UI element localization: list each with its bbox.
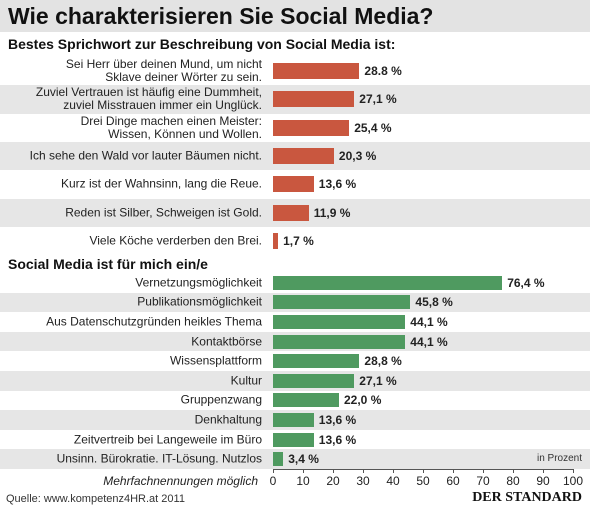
- panel-title: Bestes Sprichwort zur Beschreibung von S…: [8, 36, 396, 52]
- category-label: Kurz ist der Wahnsinn, lang die Reue.: [61, 176, 262, 191]
- category-label: Wissensplattform: [169, 353, 262, 368]
- category-label: Kontaktbörse: [191, 334, 262, 349]
- bar: [273, 148, 334, 165]
- x-tick-label: 20: [326, 474, 340, 488]
- value-label: 13,6 %: [318, 413, 357, 427]
- tick-mark: [333, 469, 334, 473]
- bar: [273, 295, 411, 310]
- bar: [273, 354, 360, 369]
- bar: [273, 176, 314, 193]
- bar: [273, 63, 360, 80]
- x-tick-label: 50: [416, 474, 430, 488]
- category-label: Drei Dinge machen einen Meister: Wissen,…: [80, 113, 262, 141]
- category-label: Publikationsmöglichkeit: [137, 294, 262, 309]
- x-tick-label: 10: [296, 474, 310, 488]
- value-label: 22,0 %: [344, 393, 382, 408]
- x-tick-label: 60: [446, 474, 460, 488]
- value-label: 20,3 %: [338, 149, 377, 164]
- value-label: 44,1 %: [410, 315, 448, 329]
- tick-mark: [423, 469, 424, 473]
- publisher: DER STANDARD: [472, 490, 582, 505]
- value-label: 1,7 %: [283, 233, 314, 248]
- category-label: Unsinn. Bürokratie. IT-Lösung. Nutzlos: [56, 451, 262, 466]
- panel-title: Social Media ist für mich ein/e: [8, 256, 208, 272]
- x-tick-label: 70: [476, 474, 490, 488]
- category-label: Reden ist Silber, Schweigen ist Gold.: [65, 205, 262, 220]
- category-label: Denkhaltung: [194, 412, 262, 427]
- x-tick-label: 30: [356, 474, 370, 488]
- value-label: 28.8 %: [364, 64, 402, 79]
- bar: [273, 119, 350, 136]
- bar: [273, 413, 314, 427]
- category-label: Ich sehe den Wald vor lauter Bäumen nich…: [29, 148, 262, 163]
- category-label: Sei Herr über deinen Mund, um nicht Skla…: [65, 57, 262, 85]
- value-label: 76,4 %: [507, 275, 545, 290]
- value-label: 13,6 %: [318, 432, 357, 447]
- bar: [273, 452, 284, 467]
- value-label: 44,1 %: [410, 334, 448, 349]
- source: Quelle: www.kompetenz4HR.at 2011: [6, 493, 185, 505]
- category-label: Aus Datenschutzgründen heikles Thema: [46, 314, 262, 329]
- x-tick-label: 0: [269, 474, 277, 488]
- x-axis-label: in Prozent: [536, 453, 582, 464]
- x-tick-label: 100: [562, 474, 584, 488]
- title-band: [0, 0, 590, 32]
- tick-mark: [273, 469, 274, 473]
- x-tick-label: 90: [536, 474, 550, 488]
- bar: [273, 275, 503, 290]
- bar: [273, 432, 314, 447]
- row-band: [0, 449, 590, 469]
- tick-mark: [303, 469, 304, 473]
- bar: [273, 91, 355, 108]
- category-label: Zeitvertreib bei Langeweile im Büro: [73, 432, 262, 447]
- value-label: 45,8 %: [415, 295, 453, 310]
- bar: [273, 232, 279, 249]
- category-label: Gruppenzwang: [180, 392, 262, 407]
- axis-line: [273, 469, 573, 470]
- tick-mark: [543, 469, 544, 473]
- tick-mark: [363, 469, 364, 473]
- tick-mark: [453, 469, 454, 473]
- x-tick-label: 40: [386, 474, 400, 488]
- tick-mark: [573, 469, 574, 473]
- bar: [273, 334, 406, 349]
- note: Mehrfachnennungen möglich: [103, 474, 258, 488]
- bar: [273, 315, 406, 329]
- value-label: 25,4 %: [354, 120, 392, 135]
- bar: [273, 204, 309, 221]
- value-label: 3,4 %: [288, 452, 319, 467]
- value-label: 27,1 %: [359, 373, 397, 388]
- bar: [273, 393, 339, 408]
- category-label: Zuviel Vertrauen ist häufig eine Dummhei…: [35, 85, 262, 113]
- tick-mark: [513, 469, 514, 473]
- x-tick-label: 80: [506, 474, 520, 488]
- category-label: Viele Köche verderben den Brei.: [89, 233, 262, 248]
- category-label: Kultur: [230, 373, 262, 388]
- value-label: 28,8 %: [364, 354, 402, 369]
- tick-mark: [483, 469, 484, 473]
- title: Wie charakterisieren Sie Social Media?: [8, 3, 434, 29]
- category-label: Vernetzungsmöglichkeit: [135, 275, 262, 290]
- value-label: 11,9 %: [313, 205, 351, 220]
- value-label: 13,6 %: [318, 177, 357, 192]
- tick-mark: [393, 469, 394, 473]
- bar: [273, 373, 355, 388]
- value-label: 27,1 %: [359, 92, 397, 107]
